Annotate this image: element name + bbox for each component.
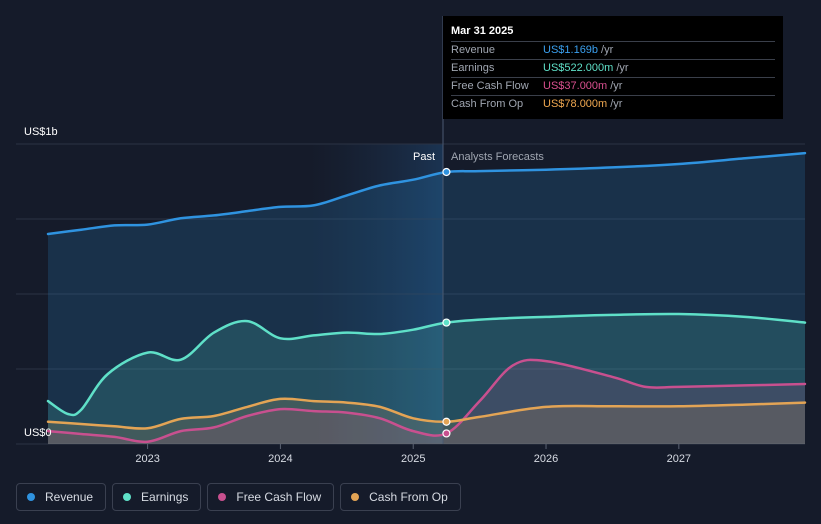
tooltip-unit: /yr (610, 98, 623, 110)
revenue-marker (442, 167, 451, 177)
x-tick-label: 2025 (401, 453, 425, 465)
tooltip-label: Free Cash Flow (451, 80, 529, 92)
earnings-area (48, 313, 805, 444)
legend-item-earnings[interactable]: Earnings (112, 483, 202, 511)
tooltip-row-revenue: Revenue US$1.169b /yr (451, 41, 775, 59)
free-cash-flow-area (48, 359, 805, 444)
revenue-line (46, 151, 807, 236)
legend: Revenue Earnings Free Cash Flow Cash Fro… (16, 483, 461, 511)
series-markers (442, 167, 451, 438)
earnings-marker (442, 318, 451, 327)
legend-item-revenue[interactable]: Revenue (16, 483, 107, 511)
legend-dot-icon (27, 493, 35, 501)
tooltip-label: Revenue (451, 44, 496, 56)
x-tick-label: 2027 (667, 453, 691, 465)
tooltip-unit: /yr (610, 80, 623, 92)
revenue-area (48, 153, 805, 444)
cash-from-op-line (46, 397, 807, 430)
tooltip-row-earnings: Earnings US$522.000m /yr (451, 59, 775, 77)
legend-item-cash-from-op[interactable]: Cash From Op (340, 483, 461, 511)
tooltip-value: US$78.000m (543, 98, 608, 110)
tooltip-value: US$522.000m (543, 62, 614, 74)
legend-dot-icon (123, 493, 132, 501)
tooltip: Mar 31 2025 Revenue US$1.169b /yr Earnin… (443, 16, 783, 119)
x-axis: 2023 2024 2025 2026 2027 (135, 444, 691, 465)
x-tick-label: 2023 (135, 453, 159, 465)
legend-label: Cash From Op (369, 490, 448, 504)
free-cash-flow-line (46, 358, 807, 444)
tooltip-label: Earnings (451, 62, 495, 74)
legend-label: Free Cash Flow (236, 490, 322, 504)
forecast-label: Analysts Forecasts (451, 151, 544, 163)
tooltip-row-free-cash-flow: Free Cash Flow US$37.000m /yr (451, 77, 775, 95)
tooltip-unit: /yr (616, 62, 629, 74)
legend-dot-icon (351, 493, 360, 501)
y-axis-top-label: US$1b (24, 126, 58, 138)
tooltip-row-cash-from-op: Cash From Op US$78.000m /yr (451, 95, 775, 113)
x-tick-label: 2024 (268, 453, 292, 465)
legend-item-free-cash-flow[interactable]: Free Cash Flow (207, 483, 335, 511)
tooltip-value: US$37.000m (543, 80, 608, 92)
free-cash-flow-marker (442, 429, 451, 438)
legend-label: Earnings (141, 490, 189, 504)
cash-from-op-marker (442, 417, 451, 426)
y-axis-bottom-label: US$0 (24, 427, 52, 439)
series-lines (46, 151, 807, 444)
tooltip-date: Mar 31 2025 (451, 25, 514, 37)
legend-dot-icon (218, 493, 227, 501)
legend-label: Revenue (45, 490, 94, 504)
past-label: Past (413, 151, 435, 163)
earnings-line (46, 312, 807, 417)
tooltip-value: US$1.169b (543, 44, 599, 56)
tooltip-label: Cash From Op (451, 98, 524, 110)
x-tick-label: 2026 (534, 453, 558, 465)
tooltip-unit: /yr (601, 44, 614, 56)
series-areas (48, 153, 805, 444)
